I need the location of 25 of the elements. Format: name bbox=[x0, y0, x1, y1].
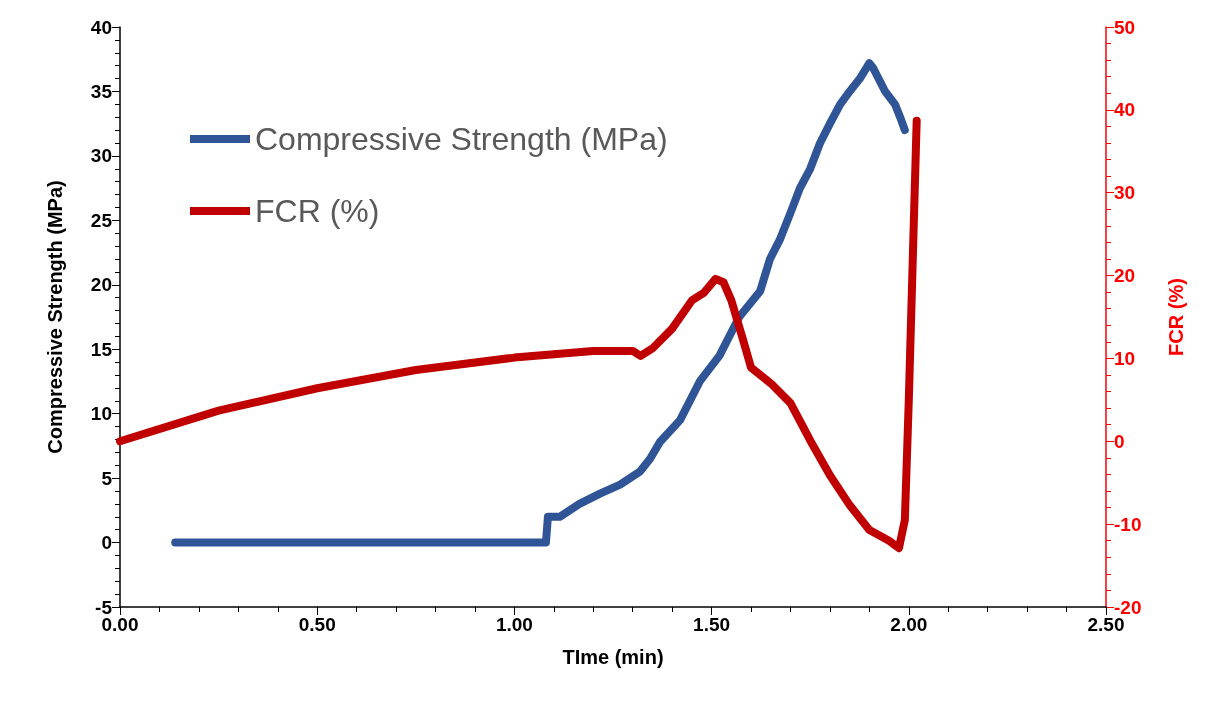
y-tick-label: 15 bbox=[90, 338, 113, 360]
y2-tick-label: 30 bbox=[1114, 182, 1136, 204]
y2-tick-label: 0 bbox=[1114, 430, 1125, 452]
y2-tick-label: 20 bbox=[1114, 265, 1136, 287]
x-tick-label: 2.00 bbox=[890, 614, 928, 635]
y2-tick-label: -10 bbox=[1114, 513, 1142, 535]
y2-tick-label: 10 bbox=[1114, 347, 1136, 369]
y-tick-label: 35 bbox=[90, 80, 113, 102]
y-tick-label: 0 bbox=[101, 532, 112, 554]
y2-axis-title: FCR (%) bbox=[1165, 278, 1187, 356]
y2-tick-label: 50 bbox=[1114, 16, 1136, 38]
y-tick-label: 40 bbox=[90, 16, 112, 38]
legend-label: FCR (%) bbox=[255, 193, 380, 229]
y-tick-label: 30 bbox=[90, 145, 112, 167]
y-tick-label: 10 bbox=[90, 403, 112, 425]
x-tick-label: 1.50 bbox=[693, 614, 731, 635]
x-axis-title: TIme (min) bbox=[562, 646, 664, 668]
x-tick-label: 0.50 bbox=[298, 614, 336, 635]
x-tick-label: 1.00 bbox=[495, 614, 533, 635]
y-axis-title: Compressive Strength (MPa) bbox=[44, 180, 66, 454]
y-tick-label: 20 bbox=[90, 274, 112, 296]
y-tick-label: 25 bbox=[90, 209, 113, 231]
y2-tick-label: 40 bbox=[1114, 99, 1136, 121]
y-tick-label: 5 bbox=[101, 467, 113, 489]
legend-label: Compressive Strength (MPa) bbox=[255, 121, 668, 157]
